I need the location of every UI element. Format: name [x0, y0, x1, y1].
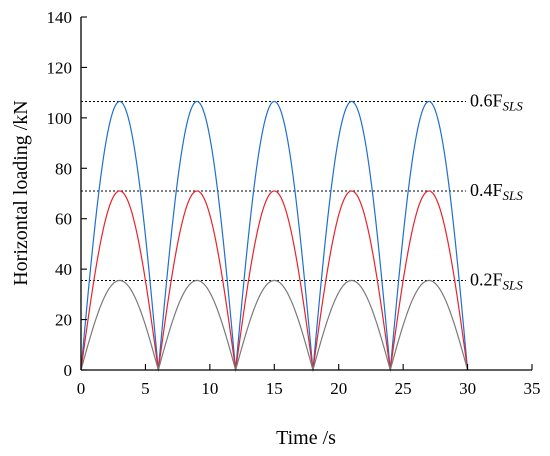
- annotations: 0.6FSLS 0.4FSLS 0.2FSLS: [470, 90, 523, 292]
- y-tick-label: 20: [55, 311, 72, 330]
- y-tick-label: 0: [64, 361, 73, 380]
- x-tick-label: 10: [201, 379, 218, 398]
- y-tick-label: 40: [55, 260, 72, 279]
- x-tick-label: 35: [524, 379, 541, 398]
- x-tick-label: 0: [77, 379, 86, 398]
- reference-line-label: 0.4FSLS: [470, 180, 523, 203]
- series-line-2: [80, 190, 469, 371]
- x-tick-label: 5: [141, 379, 150, 398]
- series-layer: [80, 100, 469, 373]
- axes: [80, 17, 532, 371]
- x-tick-label: 15: [266, 379, 283, 398]
- reference-line-label: 0.2FSLS: [470, 269, 523, 292]
- y-tick-label: 140: [47, 8, 73, 27]
- series-line-3: [80, 279, 469, 373]
- series-line-1: [80, 100, 469, 371]
- y-tick-label: 80: [55, 159, 72, 178]
- y-tick-label: 100: [47, 109, 73, 128]
- y-tick-label: 60: [55, 210, 72, 229]
- ticks: 0 5 10 15 20 25 30 35 0 20 40 60 80 100 120 140: [47, 8, 541, 398]
- x-tick-label: 25: [395, 379, 412, 398]
- reference-line-label: 0.6FSLS: [470, 90, 523, 113]
- y-tick-label: 120: [47, 58, 73, 77]
- x-tick-label: 20: [330, 379, 347, 398]
- x-tick-label: 30: [459, 379, 476, 398]
- x-axis-title: Time /s: [276, 427, 336, 449]
- y-axis-title: Horizontal loading /kN: [10, 100, 32, 286]
